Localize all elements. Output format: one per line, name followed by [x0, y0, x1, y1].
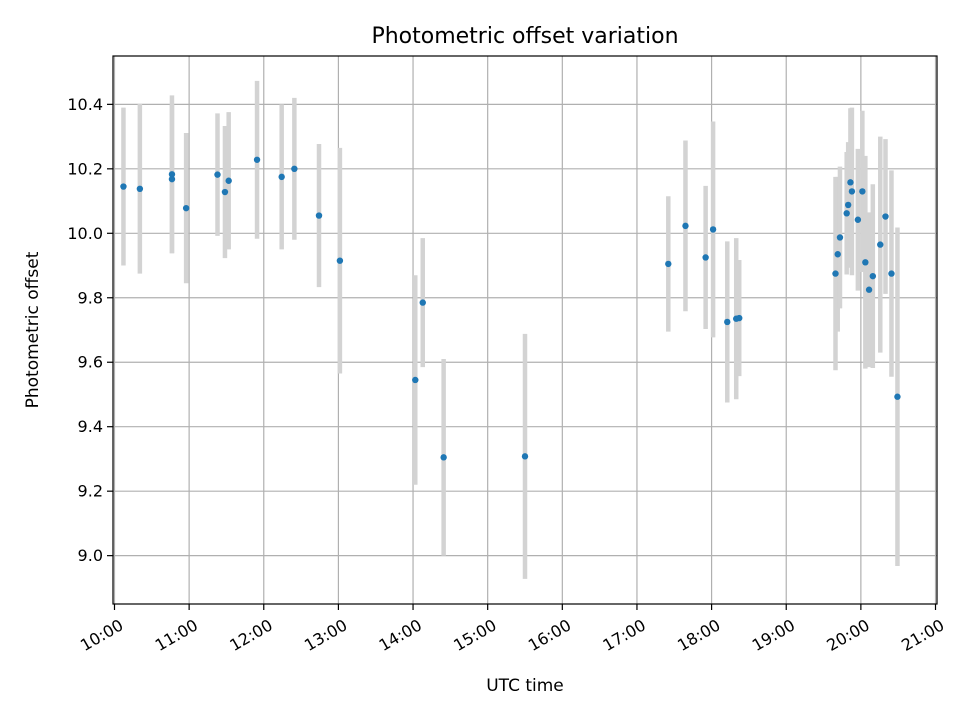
data-point — [847, 179, 854, 186]
data-point — [702, 254, 709, 261]
data-point — [225, 177, 232, 184]
x-axis-label: UTC time — [486, 676, 564, 696]
data-point — [862, 259, 869, 266]
data-point — [419, 299, 426, 306]
data-point — [836, 234, 844, 241]
data-point — [865, 286, 873, 293]
data-point — [521, 453, 529, 460]
data-point — [136, 185, 144, 193]
data-point — [894, 393, 901, 400]
data-point — [882, 213, 889, 220]
y-tick-label: 9.8 — [78, 288, 103, 307]
data-point — [440, 454, 447, 461]
data-point — [168, 171, 176, 178]
data-points — [120, 156, 901, 461]
y-tick-label: 9.0 — [78, 546, 103, 565]
y-axis-label: Photometric offset — [23, 251, 43, 408]
y-tick-label: 10.4 — [67, 95, 103, 114]
y-tick-label: 10.0 — [67, 224, 103, 243]
data-point — [869, 272, 877, 280]
data-point — [682, 222, 689, 230]
data-point — [278, 173, 285, 181]
data-point — [848, 188, 856, 195]
data-point — [877, 241, 884, 248]
data-point — [214, 171, 221, 178]
data-point — [736, 314, 743, 322]
data-point — [724, 318, 731, 326]
data-point — [832, 270, 839, 277]
chart-title: Photometric offset variation — [371, 24, 678, 49]
data-point — [315, 212, 323, 219]
y-tick-label: 9.2 — [78, 482, 103, 501]
data-point — [168, 175, 176, 183]
data-point — [182, 204, 190, 212]
y-tick-label: 10.2 — [67, 159, 103, 178]
plot-frame — [112, 55, 938, 605]
data-point — [665, 260, 672, 268]
y-tick-label: 9.6 — [78, 353, 103, 372]
data-point — [843, 210, 850, 217]
data-point — [221, 188, 229, 196]
y-axis-ticks: 9.0 9.2 9.4 9.6 9.8 10.0 10.2 10.4 — [67, 95, 113, 565]
data-point — [291, 165, 298, 173]
data-point — [834, 251, 841, 258]
data-point — [854, 216, 862, 223]
data-point — [336, 257, 344, 264]
data-point — [412, 376, 419, 384]
data-point — [120, 183, 127, 190]
y-tick-label: 9.4 — [78, 417, 103, 436]
data-point — [709, 226, 717, 233]
data-point — [888, 270, 895, 277]
data-point — [859, 188, 866, 195]
data-point — [844, 201, 852, 209]
data-point — [253, 156, 261, 163]
